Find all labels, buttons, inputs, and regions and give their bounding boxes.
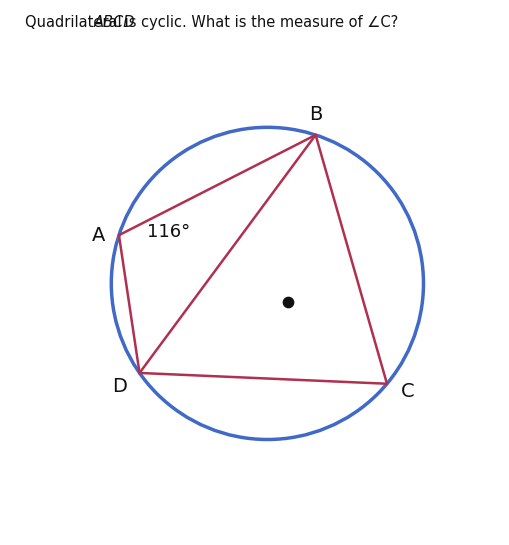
Text: Quadrilateral: Quadrilateral	[25, 15, 127, 31]
Text: ABCD: ABCD	[94, 15, 136, 31]
Text: D: D	[112, 378, 127, 397]
Text: 116°: 116°	[147, 223, 190, 241]
Text: is cyclic. What is the measure of ∠C?: is cyclic. What is the measure of ∠C?	[120, 15, 398, 31]
Text: C: C	[401, 382, 414, 401]
Text: A: A	[92, 226, 105, 245]
Point	[284, 298, 292, 306]
Text: B: B	[309, 105, 322, 124]
